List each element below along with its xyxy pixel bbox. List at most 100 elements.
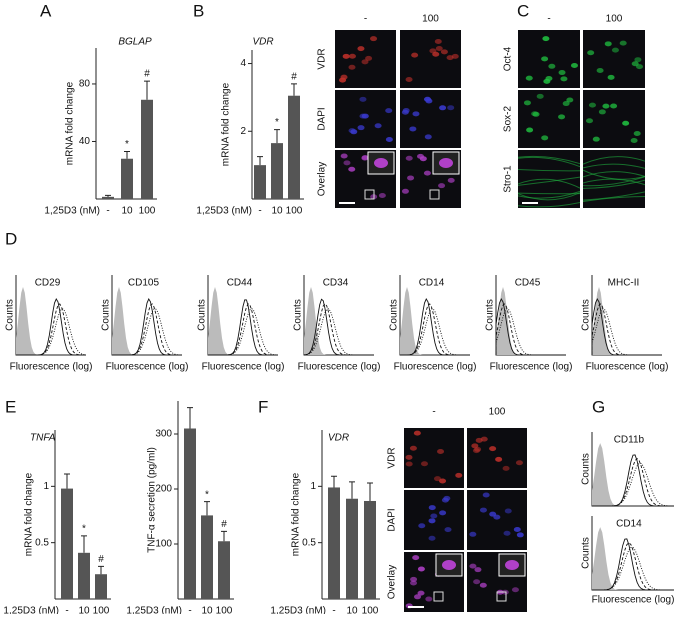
cell-nucleus bbox=[474, 446, 482, 452]
cell-nucleus bbox=[401, 188, 409, 194]
cell-nucleus bbox=[348, 53, 356, 59]
cell-nucleus bbox=[418, 523, 426, 529]
cell-nucleus bbox=[630, 138, 638, 144]
cell-nucleus bbox=[405, 155, 413, 161]
cell-nucleus bbox=[475, 437, 483, 443]
fiber bbox=[517, 190, 581, 199]
cell-nucleus bbox=[348, 64, 356, 70]
cell-nucleus bbox=[469, 563, 477, 569]
cell-nucleus bbox=[401, 109, 409, 115]
stain-curve bbox=[112, 308, 183, 356]
fiber bbox=[582, 176, 646, 187]
stain-curve bbox=[591, 308, 662, 356]
inset-cell bbox=[374, 158, 388, 168]
cell-nucleus bbox=[525, 75, 533, 81]
cell-nucleus bbox=[610, 103, 618, 109]
y-tick-label: 100 bbox=[155, 539, 172, 550]
marker-label: CD14 bbox=[419, 278, 445, 289]
cell-nucleus bbox=[631, 61, 639, 67]
x-axis-label: Fluorescence (log) bbox=[298, 362, 381, 373]
roi-box bbox=[433, 591, 444, 602]
bar bbox=[184, 428, 196, 599]
fiber bbox=[517, 201, 581, 208]
panel-letter: E bbox=[5, 397, 16, 416]
cell-nucleus bbox=[542, 36, 550, 42]
y-axis-label: Counts bbox=[581, 299, 592, 331]
x-tick-label: 10 bbox=[201, 606, 213, 614]
y-tick-label: 4 bbox=[240, 58, 246, 69]
cell-nucleus bbox=[515, 460, 523, 466]
bar bbox=[218, 541, 230, 599]
cell-nucleus bbox=[428, 518, 436, 524]
inset-cell bbox=[505, 560, 519, 570]
x-axis-label: 1,25D3 (nM) bbox=[196, 206, 252, 217]
cell-nucleus bbox=[489, 511, 497, 517]
cell-nucleus bbox=[409, 126, 417, 132]
y-axis-label: TNF-α secretion (pg/ml) bbox=[147, 447, 158, 553]
isotype-control bbox=[496, 287, 566, 355]
cell-nucleus bbox=[548, 63, 556, 69]
x-tick-label: 100 bbox=[362, 606, 379, 614]
row-label: DAPI bbox=[317, 107, 328, 130]
cell-nucleus bbox=[495, 456, 503, 462]
bar bbox=[201, 515, 213, 599]
fiber bbox=[582, 163, 646, 169]
error-bar bbox=[64, 473, 70, 489]
row-label: VDR bbox=[387, 447, 398, 468]
x-tick-label: 100 bbox=[216, 606, 233, 614]
y-axis-label: Counts bbox=[293, 299, 304, 331]
fiber bbox=[517, 168, 581, 172]
bar bbox=[328, 487, 340, 599]
significance-mark: * bbox=[82, 524, 86, 535]
isotype-control bbox=[592, 287, 662, 355]
y-axis-label: Counts bbox=[581, 453, 592, 485]
cell-nucleus bbox=[482, 492, 490, 498]
significance-mark: # bbox=[98, 554, 104, 565]
isotype-control bbox=[400, 287, 470, 355]
cell-nucleus bbox=[385, 136, 393, 142]
y-axis-label: mRNA fold change bbox=[24, 472, 35, 556]
stain-curve bbox=[591, 546, 674, 591]
cell-nucleus bbox=[342, 53, 350, 59]
fiber bbox=[582, 195, 646, 203]
error-bar bbox=[81, 535, 87, 553]
cell-nucleus bbox=[385, 108, 393, 114]
fiber bbox=[582, 178, 646, 186]
inset-cell bbox=[439, 158, 453, 168]
marker-label: CD44 bbox=[227, 278, 253, 289]
cell-nucleus bbox=[513, 527, 521, 533]
cell-nucleus bbox=[541, 135, 549, 141]
y-axis-label: mRNA fold change bbox=[65, 81, 76, 165]
cell-nucleus bbox=[365, 55, 373, 61]
cell-nucleus bbox=[417, 153, 425, 159]
cell-nucleus bbox=[361, 59, 369, 65]
panel-letter: D bbox=[5, 229, 17, 248]
y-axis-label: Counts bbox=[485, 299, 496, 331]
y-tick-label: 0.5 bbox=[302, 537, 316, 548]
row-label: Overlay bbox=[317, 162, 328, 196]
chart-title: BGLAP bbox=[118, 37, 152, 48]
cell-nucleus bbox=[447, 177, 455, 183]
x-tick-label: 100 bbox=[286, 206, 303, 217]
marker-label: CD34 bbox=[323, 278, 349, 289]
y-axis-label: Counts bbox=[101, 299, 112, 331]
fiber bbox=[582, 191, 646, 201]
cell-nucleus bbox=[446, 55, 454, 61]
x-axis-label: Fluorescence (log) bbox=[394, 362, 477, 373]
roi-box bbox=[496, 591, 507, 602]
cell-nucleus bbox=[438, 183, 446, 189]
cell-nucleus bbox=[443, 495, 451, 501]
panel-letter: F bbox=[258, 397, 268, 416]
stain-curve bbox=[495, 308, 566, 356]
column-label: - bbox=[364, 14, 367, 25]
roi-box bbox=[429, 189, 440, 200]
fiber bbox=[517, 192, 581, 195]
fiber bbox=[582, 171, 646, 178]
cell-nucleus bbox=[370, 36, 378, 42]
x-axis-label: Fluorescence (log) bbox=[106, 362, 189, 373]
x-tick-label: - bbox=[65, 606, 68, 614]
x-tick-label: 10 bbox=[121, 206, 133, 217]
inset-cell bbox=[442, 560, 456, 570]
cell-nucleus bbox=[417, 590, 425, 596]
